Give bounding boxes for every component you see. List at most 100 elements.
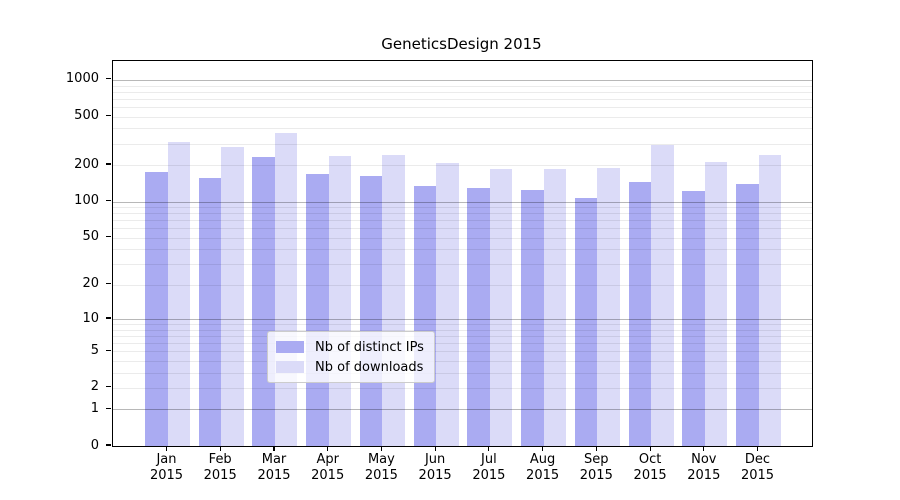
y-axis-tick-label-0: 0 [90,437,99,453]
x-axis-month-label-1: Feb 2015 [203,452,237,483]
x-axis-tick-mark-1 [219,446,221,451]
gridline-minor-30 [113,264,812,266]
x-axis-month-label-7: Aug 2015 [526,452,560,483]
plot-area [112,60,813,447]
gridline-major-10 [113,319,812,320]
gridline-minor-2 [113,387,812,389]
x-axis-tick-mark-10 [703,446,705,451]
y-axis-tick-mark-5 [106,349,111,351]
gridline-minor-90 [113,207,812,208]
bar-distinct-ips [359,175,383,446]
gridline-major-100 [113,201,812,203]
y-axis-tick-mark-500 [106,115,111,117]
x-axis-tick-mark-5 [434,446,436,451]
bar-downloads [489,169,513,446]
gridline-minor-9 [113,324,812,325]
bar-distinct-ips [252,156,275,446]
bar-downloads [543,168,567,446]
gridline-minor-7 [113,335,812,337]
y-axis-tick-label-20: 20 [82,276,99,292]
bar-downloads [328,156,352,446]
y-axis-tick-mark-100 [106,199,111,202]
x-axis-month-label-3: Apr 2015 [311,452,345,483]
y-axis-tick-mark-0 [106,444,111,446]
y-axis-tick-label-1000: 1000 [65,71,99,87]
x-axis-month-label-2: Mar 2015 [257,452,291,483]
bar-distinct-ips [628,181,652,446]
gridline-minor-4 [113,360,812,362]
bar-downloads [597,168,620,446]
gridline-minor-8 [113,329,812,331]
y-axis-tick-mark-10 [106,317,111,319]
x-axis-month-label-11: Dec 2015 [740,452,775,483]
x-axis-month-label-8: Sep 2015 [579,452,613,483]
gridline-minor-800 [113,91,812,93]
y-axis-tick-label-2: 2 [90,379,99,395]
x-axis-tick-mark-7 [542,446,544,451]
legend-label-distinct-ips: Nb of distinct IPs [315,339,424,355]
y-axis-tick-label-500: 500 [74,108,99,124]
gridline-minor-400 [113,128,812,130]
gridline-minor-60 [113,228,812,230]
y-axis-tick-mark-1000 [106,78,111,80]
x-axis-month-label-10: Nov 2015 [687,452,721,483]
y-axis-tick-mark-200 [106,163,111,165]
gridline-minor-20 [113,284,812,286]
y-axis-tick-label-50: 50 [82,229,99,245]
x-axis-month-label-9: Oct 2015 [633,452,667,483]
x-axis-tick-mark-4 [380,446,382,451]
bar-downloads [436,162,459,446]
gridline-major-1000 [113,79,812,81]
bar-downloads [651,145,674,446]
x-axis-month-label-5: Jun 2015 [418,452,452,483]
legend-swatch-distinct-ips [276,341,304,353]
legend-label-downloads: Nb of downloads [315,359,424,375]
legend: Nb of distinct IPs Nb of downloads [267,331,435,383]
y-axis-tick-mark-2 [106,386,111,388]
legend-item-distinct-ips: Nb of distinct IPs [276,337,424,357]
x-axis-tick-mark-2 [273,446,275,451]
bar-distinct-ips [682,191,705,446]
bar-downloads [758,155,782,446]
gridline-minor-80 [113,213,812,215]
gridline-minor-5 [113,351,812,353]
bar-downloads [167,141,190,446]
gridline-minor-70 [113,220,812,222]
bar-distinct-ips [574,197,598,446]
x-axis-tick-mark-0 [165,446,168,451]
x-axis-month-label-0: Jan 2015 [149,452,184,483]
chart-title: GeneticsDesign 2015 [381,35,542,53]
x-axis-tick-mark-11 [756,446,759,451]
x-axis-tick-mark-6 [488,446,490,451]
bar-downloads [274,133,298,446]
gridline-minor-900 [113,85,812,87]
x-axis-tick-mark-9 [649,446,651,451]
legend-item-downloads: Nb of downloads [276,357,424,377]
bar-distinct-ips [198,178,222,446]
bar-distinct-ips [467,187,490,446]
bar-distinct-ips [306,174,329,446]
bar-distinct-ips [413,186,437,446]
y-axis-tick-label-5: 5 [90,342,99,358]
gridline-minor-50 [113,237,812,239]
bar-downloads [382,154,405,446]
bar-downloads [704,161,728,446]
gridline-major-1 [113,409,812,411]
y-axis-tick-label-10: 10 [82,310,99,326]
gridline-minor-500 [113,116,812,118]
y-axis-tick-label-1: 1 [90,400,99,416]
gridline-minor-200 [113,165,812,166]
bar-distinct-ips [521,189,544,446]
x-axis-month-label-6: Jul 2015 [472,452,506,483]
x-axis-tick-mark-8 [595,446,597,451]
bar-distinct-ips [145,172,168,446]
y-axis-tick-mark-1 [106,407,111,409]
y-axis-tick-label-100: 100 [74,193,99,208]
gridline-minor-700 [113,98,812,100]
gridline-minor-6 [113,342,812,344]
legend-swatch-downloads [276,361,304,373]
bar-distinct-ips [736,183,759,446]
x-axis-tick-mark-3 [327,446,329,451]
y-axis-tick-mark-20 [106,283,111,285]
